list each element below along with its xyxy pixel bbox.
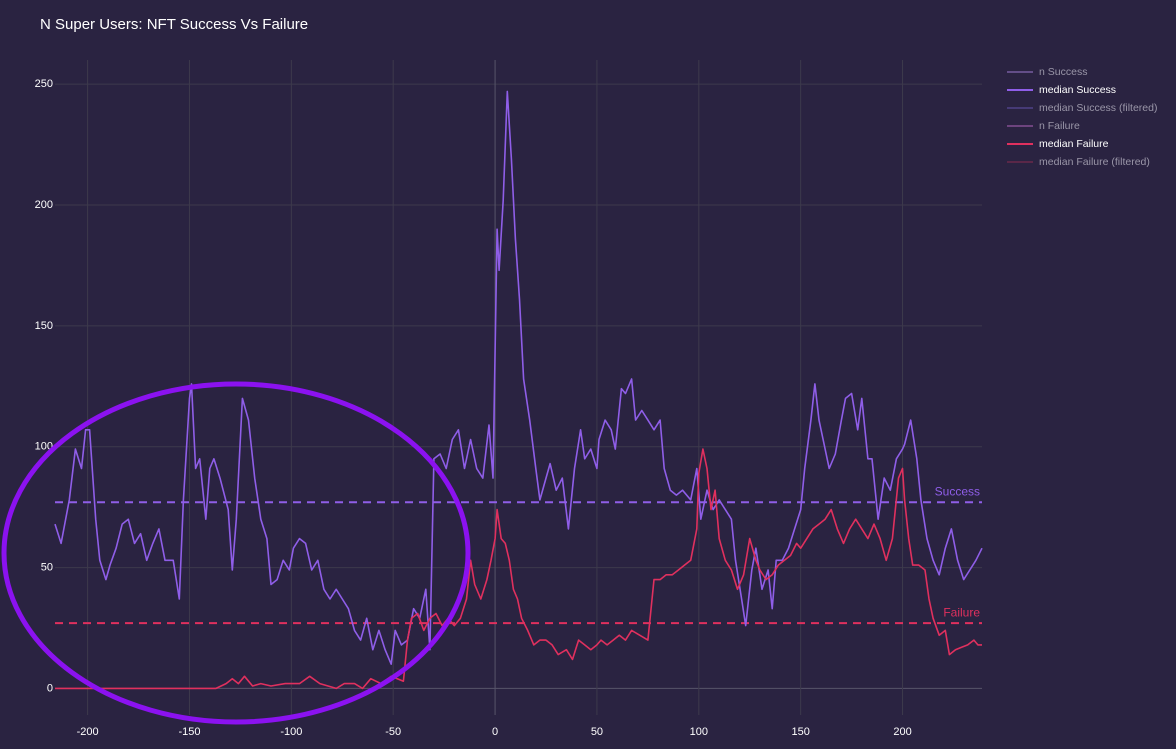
y-tick-label: 0 <box>47 682 53 694</box>
highlight-ellipse <box>1 381 471 725</box>
plot: Success Failure <box>54 90 983 690</box>
legend-label: median Failure <box>1039 138 1109 150</box>
legend-label: median Success (filtered) <box>1039 102 1157 114</box>
x-tick-label: 200 <box>893 726 911 738</box>
legend-label: n Success <box>1039 66 1087 78</box>
grid: 0 50 100 150 200 250 -200 -150 -100 -50 0 50 100 150 2… <box>35 60 982 738</box>
x-tick-label: -50 <box>385 726 401 738</box>
series-line <box>54 90 983 665</box>
chart-title: N Super Users: NFT Success Vs Failure <box>40 16 308 33</box>
y-tick-label: 150 <box>35 320 53 332</box>
legend-label: median Failure (filtered) <box>1039 156 1150 168</box>
x-tick-label: -200 <box>77 726 99 738</box>
legend-label: median Success <box>1039 84 1116 96</box>
y-tick-label: 200 <box>35 199 53 211</box>
legend: n Success median Success median Success (f… <box>1007 66 1157 168</box>
x-tick-label: 100 <box>690 726 708 738</box>
reference-label: Success <box>935 484 980 498</box>
series-line <box>55 448 982 690</box>
y-tick-label: 50 <box>41 561 53 573</box>
x-tick-label: 0 <box>492 726 498 738</box>
x-tick-label: 150 <box>791 726 809 738</box>
reference-label: Failure <box>943 605 980 619</box>
x-tick-label: 50 <box>591 726 603 738</box>
y-tick-label: 250 <box>35 78 53 90</box>
x-tick-label: -100 <box>280 726 302 738</box>
y-tick-label: 100 <box>35 441 53 453</box>
legend-label: n Failure <box>1039 120 1080 132</box>
x-tick-label: -150 <box>178 726 200 738</box>
